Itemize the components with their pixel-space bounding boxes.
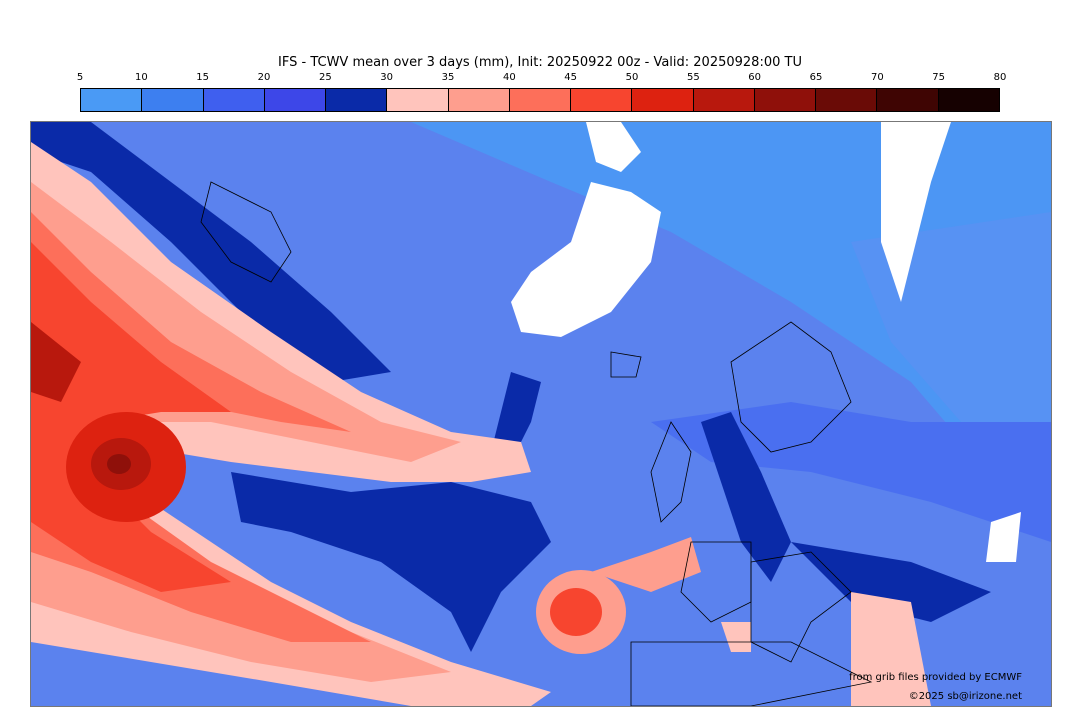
colorbar-tick-label: 25 <box>318 72 332 83</box>
colorbar-segment <box>816 89 878 111</box>
colorbar-tick-label: 55 <box>686 72 700 83</box>
colorbar-tick-label: 50 <box>625 72 639 83</box>
colorbar-tick-label: 75 <box>932 72 946 83</box>
moist-core-west <box>31 322 81 402</box>
greenland-mask <box>511 182 661 337</box>
colorbar-tick-label: 5 <box>76 72 84 83</box>
cutoff-low-core <box>550 588 602 636</box>
colorbar-segment <box>326 89 388 111</box>
colorbar-segment <box>142 89 204 111</box>
dark-band-nw <box>31 122 391 382</box>
coastline-scandinavia <box>730 321 852 453</box>
cutoff-low-tail <box>591 537 701 592</box>
mid-europe-band <box>651 402 1051 542</box>
colorbar-segment <box>938 89 999 111</box>
colorbar-segment <box>387 89 449 111</box>
colorbar-tick-label: 40 <box>502 72 516 83</box>
dark-band-central <box>231 472 551 652</box>
colorbar-tick-label: 60 <box>748 72 762 83</box>
colorbar <box>80 88 1000 112</box>
cyclone-core <box>107 454 131 474</box>
colorbar-segment <box>203 89 265 111</box>
credit-copyright: ©2025 sb@irizone.net <box>908 691 1022 702</box>
colorbar-segment <box>571 89 633 111</box>
coastline-hudson <box>200 181 292 283</box>
tcwv-map[interactable] <box>30 121 1052 707</box>
colorbar-tick-label: 20 <box>257 72 271 83</box>
colorbar-tick-labels: 5 10 15 20 25 30 35 40 45 50 55 60 65 70 75 80 <box>76 72 1007 84</box>
colorbar-segment <box>632 89 694 111</box>
colorbar-segment <box>693 89 755 111</box>
coastline-iceland <box>610 351 642 378</box>
caspian-mask <box>986 512 1021 562</box>
colorbar-segment <box>754 89 817 111</box>
colorbar-tick-label: 80 <box>993 72 1007 83</box>
moist-patch-se <box>851 592 931 706</box>
colorbar-tick-label: 65 <box>809 72 823 83</box>
colorbar-tick-label: 30 <box>380 72 394 83</box>
colorbar-segment <box>81 89 143 111</box>
colorbar-segment <box>509 89 572 111</box>
colorbar-tick-label: 45 <box>564 72 578 83</box>
dark-band-north-sea <box>701 412 791 582</box>
colorbar-segment <box>877 89 939 111</box>
credit-source: from grib files provided by ECMWF <box>849 672 1022 683</box>
coastline-north-africa <box>630 641 873 706</box>
map-canvas <box>31 122 1051 706</box>
dark-band-med <box>791 542 991 622</box>
colorbar-tick-label: 15 <box>196 72 210 83</box>
novaya-zemlya-mask <box>881 122 951 302</box>
ellesmere-mask <box>586 122 641 172</box>
moist-patch-sardinia <box>721 622 751 652</box>
coastline-british-isles <box>650 421 692 523</box>
coastline-iberia <box>680 541 752 623</box>
map-title: IFS - TCWV mean over 3 days (mm), Init: … <box>278 55 802 70</box>
colorbar-tick-label: 10 <box>134 72 148 83</box>
colorbar-tick-label: 70 <box>870 72 884 83</box>
colorbar-tick-label: 35 <box>441 72 455 83</box>
colorbar-segment <box>264 89 327 111</box>
colorbar-segment <box>448 89 510 111</box>
